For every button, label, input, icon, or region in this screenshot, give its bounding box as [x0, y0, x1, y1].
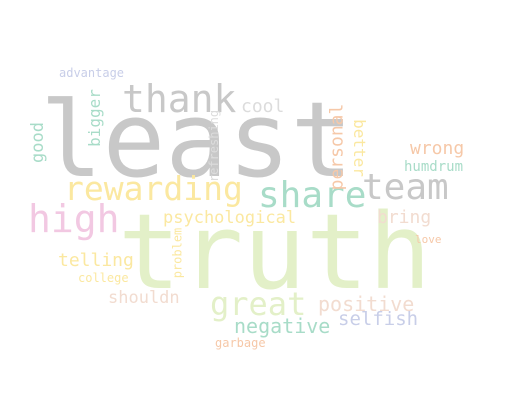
word-better: better	[349, 119, 369, 177]
word-shouldn: shouldn	[108, 288, 180, 308]
word-selfish: selfish	[338, 308, 419, 330]
word-advantage: advantage	[59, 66, 125, 80]
word-telling: telling	[58, 250, 134, 271]
word-positive: positive	[318, 292, 415, 316]
word-college: college	[78, 271, 129, 285]
word-personal: personal	[326, 103, 348, 191]
word-negative: negative	[234, 314, 331, 338]
word-bring: bring	[377, 207, 432, 228]
word-share: share	[258, 175, 367, 216]
word-psychological: psychological	[163, 208, 297, 228]
word-garbage: garbage	[215, 336, 266, 350]
word-wrong: wrong	[410, 138, 465, 159]
word-truth: truth	[118, 191, 432, 313]
word-cool: cool	[241, 96, 285, 117]
word-thank: thank	[122, 77, 237, 121]
word-humdrum: humdrum	[404, 159, 464, 175]
word-bigger: bigger	[84, 89, 104, 147]
word-great: great	[210, 285, 307, 323]
word-least: least	[40, 79, 354, 201]
word-problem: problem	[170, 227, 185, 279]
word-high: high	[28, 197, 120, 241]
word-team: team	[362, 167, 449, 208]
word-refreshing: refreshing	[207, 109, 222, 183]
word-rewarding: rewarding	[64, 169, 243, 208]
word-love: love	[415, 233, 442, 246]
word-good: good	[27, 122, 48, 163]
